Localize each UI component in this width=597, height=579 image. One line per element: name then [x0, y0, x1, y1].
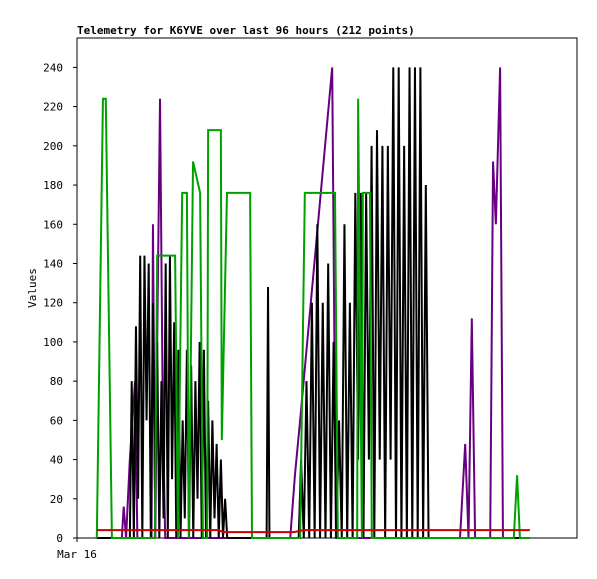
y-tick-label: 220 [43, 101, 63, 114]
chart-title: Telemetry for K6YVE over last 96 hours (… [77, 24, 415, 37]
y-tick-label: 80 [50, 375, 63, 388]
y-tick-label: 40 [50, 454, 63, 467]
y-tick-label: 200 [43, 140, 63, 153]
y-tick-label: 240 [43, 61, 63, 74]
y-tick-label: 0 [56, 532, 63, 545]
y-tick-label: 140 [43, 257, 63, 270]
y-axis-title: Values [26, 268, 39, 308]
y-tick-label: 60 [50, 414, 63, 427]
plot-frame [76, 37, 578, 539]
series-line [96, 529, 530, 534]
series-line [95, 97, 530, 539]
y-tick-label: 100 [43, 336, 63, 349]
y-tick-label: 180 [43, 179, 63, 192]
y-tick-label: 20 [50, 493, 63, 506]
y-tick-label: 160 [43, 218, 63, 231]
y-tick-label: 120 [43, 297, 63, 310]
x-tick-label: Mar 16 [57, 548, 97, 561]
